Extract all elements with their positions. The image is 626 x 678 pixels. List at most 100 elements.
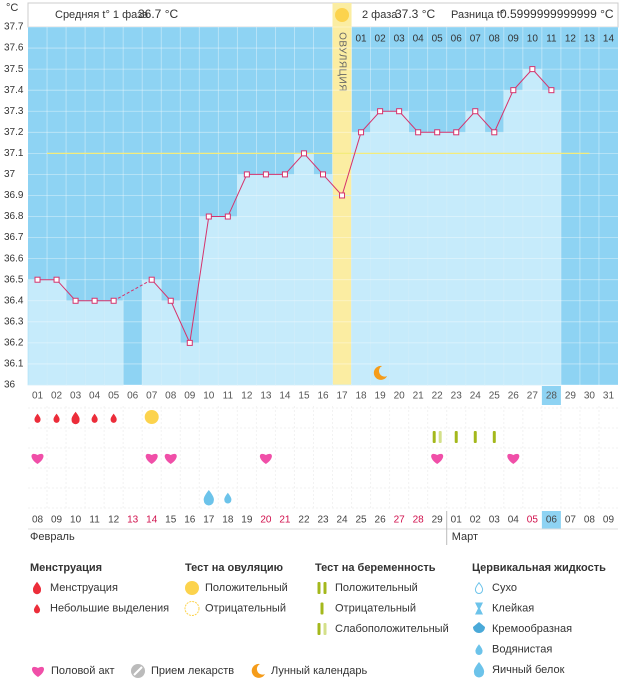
y-tick-label: 36.8 [4,211,24,222]
date-label: 05 [527,515,539,526]
date-label: 08 [32,515,44,526]
intercourse-icon [31,453,44,464]
x-tick-label: 13 [260,391,272,402]
pregnancy-test-icon [317,623,321,635]
date-label: 12 [108,515,120,526]
menstruation-icon [71,411,80,425]
pregnancy-test-icon [323,623,327,635]
x-tick-label: 26 [508,391,520,402]
intercourse-icon [507,453,520,464]
x-tick-label: 22 [432,391,444,402]
date-label: 07 [565,515,577,526]
date-label: 25 [356,515,368,526]
intercourse-icon [31,666,45,677]
pregnancy-test-icon [320,602,324,615]
fluid-icon [203,490,214,506]
temperature-point [529,66,536,73]
phase2-day-label: 09 [508,34,520,45]
temperature-point [224,213,231,220]
temperature-bar [389,110,409,386]
difference-label: Разница t° [451,9,504,21]
fluid-icon [473,622,485,633]
x-tick-label: 23 [451,391,463,402]
today-date-highlight [541,511,561,529]
menstruation-icon [33,604,41,614]
legend-title: Тест на беременность [315,562,436,574]
menstruation-icon [110,413,117,423]
menstruation-icon [91,413,98,423]
y-unit: °C [6,2,18,14]
y-tick-label: 37.1 [4,148,24,159]
legend-label: Положительный [205,582,288,594]
pregnancy-test-icon [323,582,327,594]
ovulation-label: ОВУЛЯЦИЯ [336,32,347,92]
date-label: 26 [375,515,387,526]
legend-title: Тест на овуляцию [185,562,283,574]
temperature-point [548,87,555,94]
y-tick-label: 37.6 [4,43,24,54]
temperature-point [72,297,79,304]
legend-label: Положительный [335,582,418,594]
temperature-point [91,297,98,304]
date-label: 17 [203,515,215,526]
y-tick-label: 36.7 [4,232,24,243]
phase2-day-label: 12 [565,34,577,45]
temperature-bar [522,68,543,386]
temperature-point [396,108,403,115]
temperature-point [281,171,288,178]
temperature-point [320,171,326,178]
temperature-point [205,213,212,220]
pill-icon [133,666,143,676]
temperature-bar [27,279,48,386]
x-tick-label: 02 [51,391,63,402]
temperature-point [262,171,269,178]
phase2-label: 2 фаза [362,9,398,21]
temperature-bar [332,195,352,386]
menstruation-icon [53,413,60,423]
x-tick-label: 11 [223,391,234,402]
pregnancy-test-icon [492,431,496,443]
x-tick-label: 24 [470,391,482,402]
temperature-point [472,108,479,115]
pregnancy-test-icon [317,582,321,594]
legend-title: Менструация [30,562,102,574]
pregnancy-test-icon [454,431,458,443]
x-tick-label: 09 [184,391,196,402]
temperature-point [377,108,384,115]
x-tick-label: 28 [546,391,558,402]
pregnancy-test-icon [438,431,442,443]
y-tick-label: 36.1 [4,359,24,370]
pregnancy-test-icon [432,431,436,443]
intercourse-icon [164,453,177,464]
legend-label: Менструация [50,582,118,594]
temperature-point [167,297,174,304]
date-label: 18 [222,515,234,526]
legend-label: Лунный календарь [271,665,368,677]
phase2-day-label: 07 [470,34,482,45]
ovulation-sun [335,8,350,22]
menstruation-icon [32,581,42,595]
x-tick-label: 19 [375,391,387,402]
temperature-bar [46,279,67,386]
y-tick-label: 37.4 [4,85,24,96]
legend-label: Яичный белок [492,664,565,676]
date-label: 01 [451,515,463,526]
moon-icon [251,663,265,678]
temperature-point [34,276,41,283]
difference-value: 0.5999999999999 °C [500,7,614,21]
y-tick-label: 36.5 [4,274,24,285]
phase2-day-label: 10 [527,34,539,45]
x-tick-label: 10 [203,391,215,402]
legend-label: Кремообразная [492,623,572,635]
phase2-day-label: 11 [546,34,557,45]
x-tick-label: 07 [146,391,158,402]
x-tick-label: 27 [527,391,539,402]
temperature-point [491,129,498,136]
x-tick-label: 01 [32,391,44,402]
intercourse-icon [431,453,444,464]
legend-label: Сухо [492,582,517,594]
date-label: 24 [336,515,348,526]
x-tick-label: 17 [336,391,348,402]
phase2-day-label: 02 [375,34,387,45]
today-highlight [541,386,561,405]
